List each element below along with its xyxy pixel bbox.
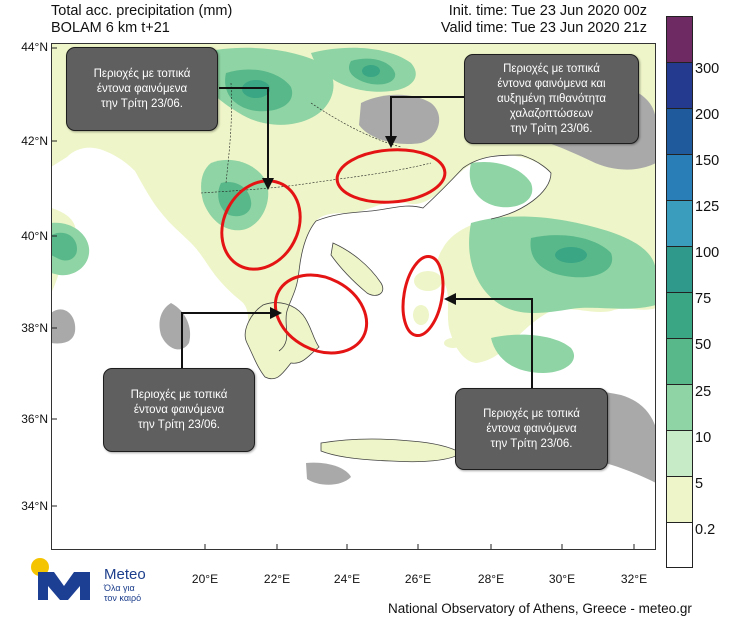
callout-southeast-line-3: την Τρίτη 23/06. [490,437,573,450]
callout-southeast-line-1: Περιοχές με τοπικά [483,407,580,420]
lon-label-24: 24°E [333,572,361,586]
lat-label-42: 42°N [21,134,48,148]
logo-tagline-line-1: Όλα για [104,583,135,593]
map-title: Total acc. precipitation (mm) [51,3,233,19]
colorbar-segment [666,292,693,338]
colorbar-label-0-2: 0.2 [695,522,716,538]
callout-west-line-2: έντονα φαινόμενα [96,82,188,95]
footer-credit: National Observatory of Athens, Greece -… [388,601,692,616]
colorbar-label-200: 200 [695,107,720,123]
lat-label-36: 36°N [21,412,48,426]
callout-northeast-line-5: την Τρίτη 23/06. [510,122,593,135]
colorbar-segment [666,154,693,200]
lat-label-40: 40°N [21,229,48,243]
colorbar-label-100: 100 [695,245,720,261]
callout-southeast-line-2: έντονα φαινόμενα [486,422,577,435]
colorbar-label-50: 50 [695,337,712,353]
valid-time: Valid time: Tue 23 Jun 2020 21z [440,20,647,36]
callout-southwest-line-3: την Τρίτη 23/06. [138,418,220,431]
lat-label-34: 34°N [21,499,48,513]
lat-label-38: 38°N [21,321,48,335]
model-label: BOLAM 6 km t+21 [51,20,170,36]
colorbar-label-5: 5 [695,476,704,492]
colorbar-segment [666,62,693,108]
colorbar-segment [666,384,693,430]
lon-label-22: 22°E [263,572,291,586]
colorbar-label-300: 300 [695,61,720,77]
meteo-logo[interactable] [28,556,102,602]
colorbar-segment [666,430,693,476]
colorbar-segment [666,338,693,384]
precipitation-colorbar [666,16,693,568]
callout-northeast: Περιοχές με τοπικά έντονα φαινόμενα και … [464,54,639,144]
colorbar-segment [666,246,693,292]
lat-label-44: 44°N [21,40,48,54]
lon-label-32: 32°E [620,572,648,586]
callout-northeast-line-1: Περιοχές με τοπικά [503,62,600,75]
init-time: Init. time: Tue 23 Jun 2020 00z [448,3,647,19]
lon-label-28: 28°E [477,572,505,586]
callout-west-line-3: την Τρίτη 23/06. [101,97,183,110]
logo-tagline-line-2: τον καιρό [104,593,142,603]
colorbar-segment [666,200,693,246]
colorbar-segment [666,522,693,568]
callout-northeast-line-3: αυξημένη πιθανότητα [496,92,607,105]
lon-label-26: 26°E [404,572,432,586]
callout-southwest-line-1: Περιοχές με τοπικά [130,388,228,401]
meteo-logo-icon [31,558,90,600]
colorbar-label-75: 75 [695,291,712,307]
colorbar-label-150: 150 [695,153,720,169]
colorbar-label-125: 125 [695,199,720,215]
colorbar-segment [666,476,693,522]
callout-northeast-line-2: έντονα φαινόμενα και [497,77,606,90]
colorbar-segment [666,16,693,62]
colorbar-label-25: 25 [695,384,712,400]
lon-label-20: 20°E [191,572,219,586]
callout-southwest: Περιοχές με τοπικά έντονα φαινόμενα την … [103,368,255,452]
callout-southwest-line-2: έντονα φαινόμενα [133,403,225,416]
callout-west-line-1: Περιοχές με τοπικά [93,67,191,80]
logo-tagline: Όλα για τον καιρό [104,583,141,603]
callout-northeast-line-4: χαλαζοπτώσεων [509,107,594,120]
lon-label-30: 30°E [548,572,576,586]
colorbar-segment [666,108,693,154]
logo-name: Meteo [104,566,146,583]
callout-southeast: Περιοχές με τοπικά έντονα φαινόμενα την … [455,388,608,470]
colorbar-label-10: 10 [695,430,712,446]
callout-west: Περιοχές με τοπικά έντονα φαινόμενα την … [66,47,218,131]
